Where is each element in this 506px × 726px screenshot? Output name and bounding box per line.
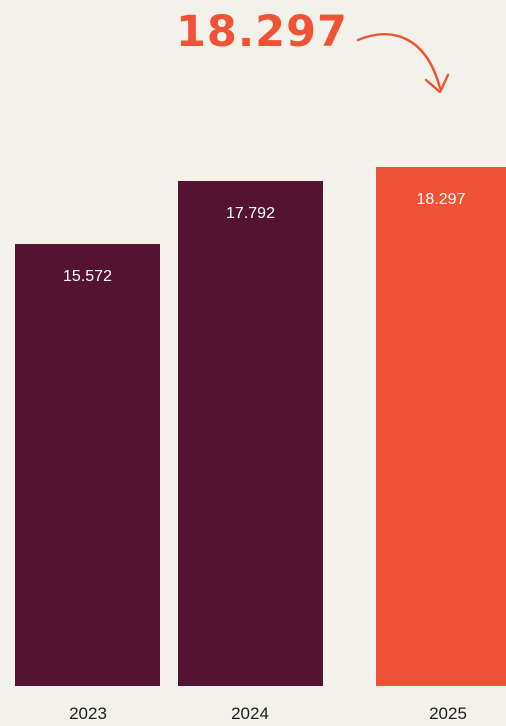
arrow-head	[424, 73, 450, 94]
arrow-shaft	[356, 33, 442, 90]
x-tick-label: 2023	[69, 704, 107, 723]
bar-2025: 18.297	[376, 167, 506, 686]
curved-arrow-icon	[356, 33, 450, 94]
bar-value-label: 17.792	[226, 205, 275, 223]
highlight-value: 18.297	[176, 7, 348, 57]
bar-value-label: 15.572	[63, 268, 112, 286]
bar-2023: 15.572	[15, 244, 160, 686]
x-tick-label: 2025	[429, 704, 467, 723]
bar-2024: 17.792	[178, 181, 323, 686]
bar-value-label: 18.297	[416, 191, 466, 209]
x-tick-label: 2024	[231, 704, 269, 723]
